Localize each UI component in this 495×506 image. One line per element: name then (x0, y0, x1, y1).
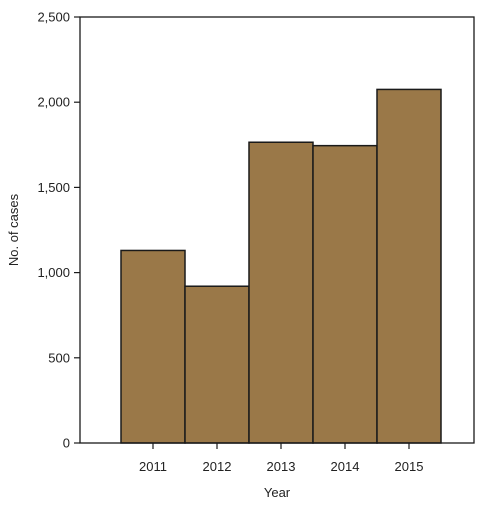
x-axis-title: Year (264, 485, 291, 500)
y-tick-label: 1,500 (37, 180, 70, 195)
y-axis-ticks: 0 500 1,000 1,500 2,000 2,500 (37, 10, 80, 451)
y-axis-title: No. of cases (6, 193, 21, 266)
plot-area-frame (79, 16, 475, 444)
x-axis-ticks: 2011 2012 2013 2014 2015 (139, 443, 423, 474)
y-tick-label: 2,500 (37, 10, 70, 25)
bar-2014 (312, 144, 378, 444)
x-tick-label: 2014 (331, 459, 360, 474)
y-tick-label: 500 (48, 350, 70, 365)
x-tick-label: 2011 (139, 459, 167, 474)
bar-2011 (120, 249, 186, 444)
bars (120, 88, 442, 444)
bar-2012 (184, 285, 250, 444)
y-tick-label: 2,000 (37, 95, 70, 110)
x-tick-label: 2015 (395, 459, 424, 474)
y-tick-label: 0 (63, 436, 70, 451)
y-tick-label: 1,000 (37, 265, 70, 280)
bar-2015 (376, 88, 442, 444)
x-tick-label: 2013 (267, 459, 296, 474)
x-tick-label: 2012 (203, 459, 232, 474)
bar-2013 (248, 141, 314, 444)
